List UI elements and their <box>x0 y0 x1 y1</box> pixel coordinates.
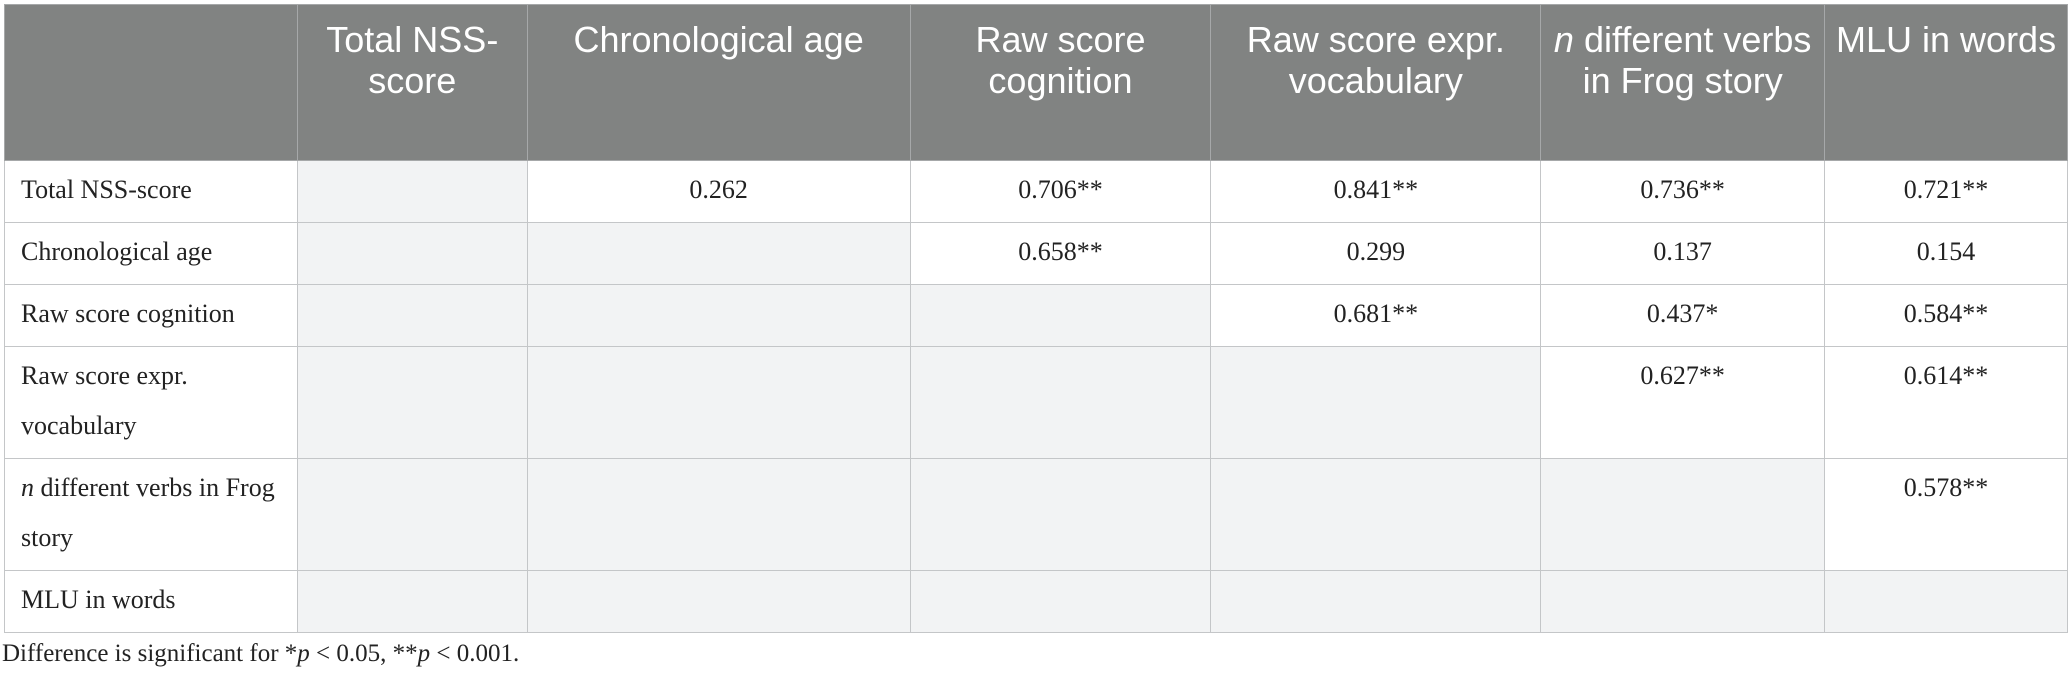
row-label: Raw score expr. vocabulary <box>4 346 298 459</box>
table-cell: 0.584** <box>1824 284 2068 347</box>
table-cell: 0.681** <box>1210 284 1542 347</box>
empty-cell <box>1540 570 1826 633</box>
table-cell: 0.658** <box>909 222 1212 285</box>
empty-cell <box>1540 458 1826 571</box>
header-mlu-in-words: MLU in words <box>1824 4 2068 161</box>
empty-cell <box>909 458 1212 571</box>
footnote-mid: < 0.05, ** <box>309 640 418 667</box>
table-cell: 0.137 <box>1540 222 1826 285</box>
empty-cell <box>1824 570 2068 633</box>
table-cell: 0.262 <box>526 160 911 223</box>
table-row: Raw score cognition 0.681** 0.437* 0.584… <box>4 284 2068 347</box>
table-footnote: Difference is significant for *p < 0.05,… <box>2 640 519 668</box>
empty-cell <box>526 222 911 285</box>
table-row: Chronological age 0.658** 0.299 0.137 0.… <box>4 222 2068 285</box>
empty-cell <box>526 284 911 347</box>
row-label: Chronological age <box>4 222 298 285</box>
empty-cell <box>296 284 528 347</box>
footnote-suffix: < 0.001. <box>430 640 520 667</box>
empty-cell <box>526 346 911 459</box>
row-label: n different verbs in Frog story <box>4 458 298 571</box>
header-chronological-age: Chronological age <box>526 4 911 161</box>
footnote-prefix: Difference is significant for * <box>2 640 298 667</box>
footnote-p-italic: p <box>417 640 431 667</box>
table-cell: 0.578** <box>1824 458 2068 571</box>
header-total-nss-score: Total NSS-score <box>296 4 528 161</box>
empty-cell <box>909 346 1212 459</box>
row-label: Raw score cognition <box>4 284 298 347</box>
empty-cell <box>1210 570 1542 633</box>
row-label: Total NSS-score <box>4 160 298 223</box>
header-row: Total NSS-score Chronological age Raw sc… <box>4 4 2068 161</box>
table-cell: 0.299 <box>1210 222 1542 285</box>
correlation-table: Total NSS-score Chronological age Raw sc… <box>4 4 2068 633</box>
row-label-verbs-text: different verbs in Frog story <box>21 473 275 552</box>
table-cell: 0.721** <box>1824 160 2068 223</box>
header-raw-score-cognition: Raw score cognition <box>909 4 1212 161</box>
table-row: Raw score expr. vocabulary 0.627** 0.614… <box>4 346 2068 459</box>
header-n-different-verbs: n different verbs in Frog story <box>1540 4 1826 161</box>
table-cell: 0.841** <box>1210 160 1542 223</box>
row-label: MLU in words <box>4 570 298 633</box>
empty-cell <box>909 570 1212 633</box>
empty-cell <box>296 458 528 571</box>
header-verbs-text: different verbs in Frog story <box>1573 19 1812 101</box>
row-label-n-italic: n <box>21 473 34 502</box>
header-raw-score-expr-vocabulary: Raw score expr. vocabulary <box>1210 4 1542 161</box>
empty-cell <box>296 570 528 633</box>
table-row: Total NSS-score 0.262 0.706** 0.841** 0.… <box>4 160 2068 223</box>
empty-cell <box>526 458 911 571</box>
empty-cell <box>1210 458 1542 571</box>
table-cell: 0.154 <box>1824 222 2068 285</box>
table-cell: 0.437* <box>1540 284 1826 347</box>
table-row: n different verbs in Frog story 0.578** <box>4 458 2068 571</box>
table-cell: 0.736** <box>1540 160 1826 223</box>
empty-cell <box>296 222 528 285</box>
empty-cell <box>296 346 528 459</box>
table-cell: 0.627** <box>1540 346 1826 459</box>
empty-cell <box>1210 346 1542 459</box>
empty-cell <box>526 570 911 633</box>
empty-cell <box>296 160 528 223</box>
empty-cell <box>909 284 1212 347</box>
table-row: MLU in words <box>4 570 2068 633</box>
footnote-p-italic: p <box>297 640 310 667</box>
table-cell: 0.706** <box>909 160 1212 223</box>
header-n-italic: n <box>1553 19 1574 60</box>
header-corner-cell <box>4 4 298 161</box>
table-cell: 0.614** <box>1824 346 2068 459</box>
